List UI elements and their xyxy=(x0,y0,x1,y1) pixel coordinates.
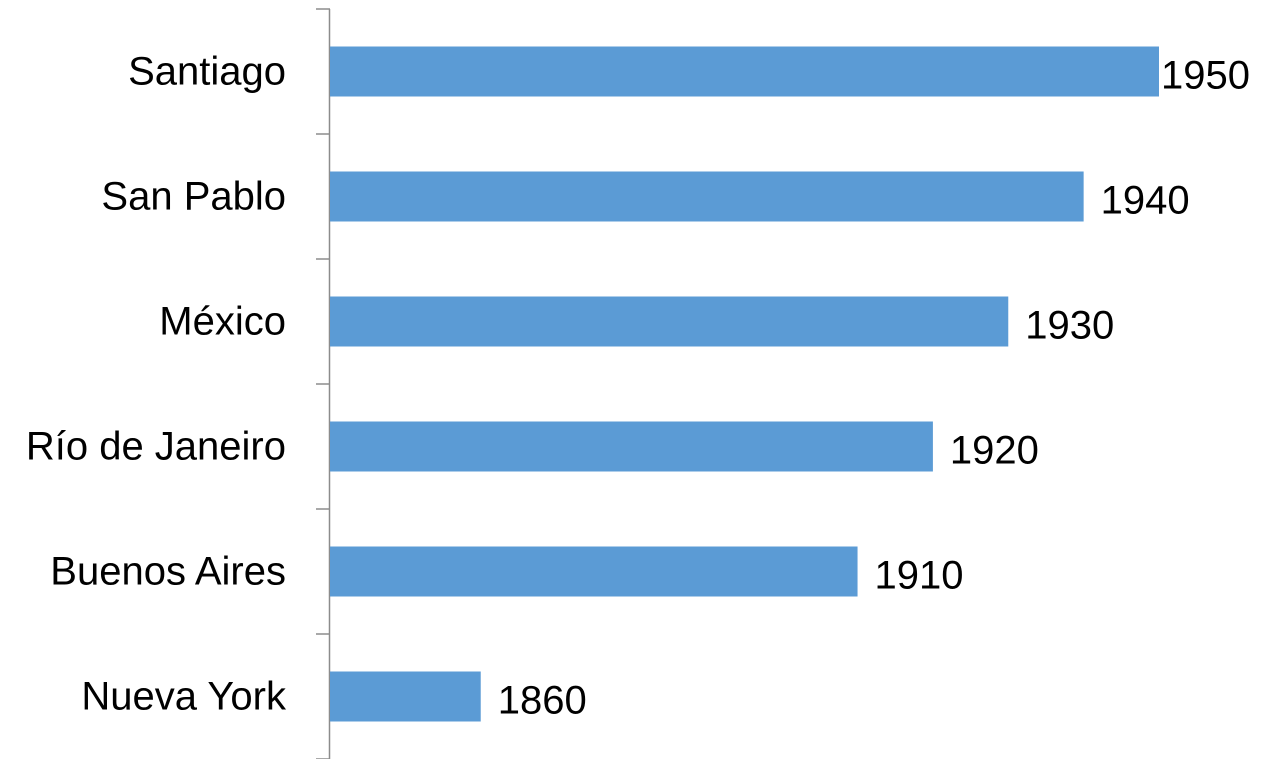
data-label: 1950 xyxy=(1161,54,1250,98)
category-label: Nueva York xyxy=(81,675,287,719)
data-label: 1910 xyxy=(875,554,964,598)
bar xyxy=(330,46,1159,97)
bar xyxy=(330,421,933,472)
category-label: San Pablo xyxy=(101,175,286,219)
data-label: 1930 xyxy=(1025,304,1114,348)
bar xyxy=(330,546,858,597)
category-label: Santiago xyxy=(128,50,286,94)
data-label: 1860 xyxy=(498,679,587,723)
bars-layer xyxy=(330,46,1159,722)
bar xyxy=(330,171,1084,222)
axis-layer xyxy=(316,8,331,759)
bar xyxy=(330,671,481,722)
labels-layer: Santiago 1950 San Pablo 1940 México 1930 Río d… xyxy=(26,50,1250,723)
data-label: 1940 xyxy=(1101,179,1190,223)
category-label: Río de Janeiro xyxy=(26,425,286,469)
data-label: 1920 xyxy=(950,429,1039,473)
category-label: Buenos Aires xyxy=(50,550,286,594)
bar xyxy=(330,296,1009,347)
category-label: México xyxy=(159,300,286,344)
